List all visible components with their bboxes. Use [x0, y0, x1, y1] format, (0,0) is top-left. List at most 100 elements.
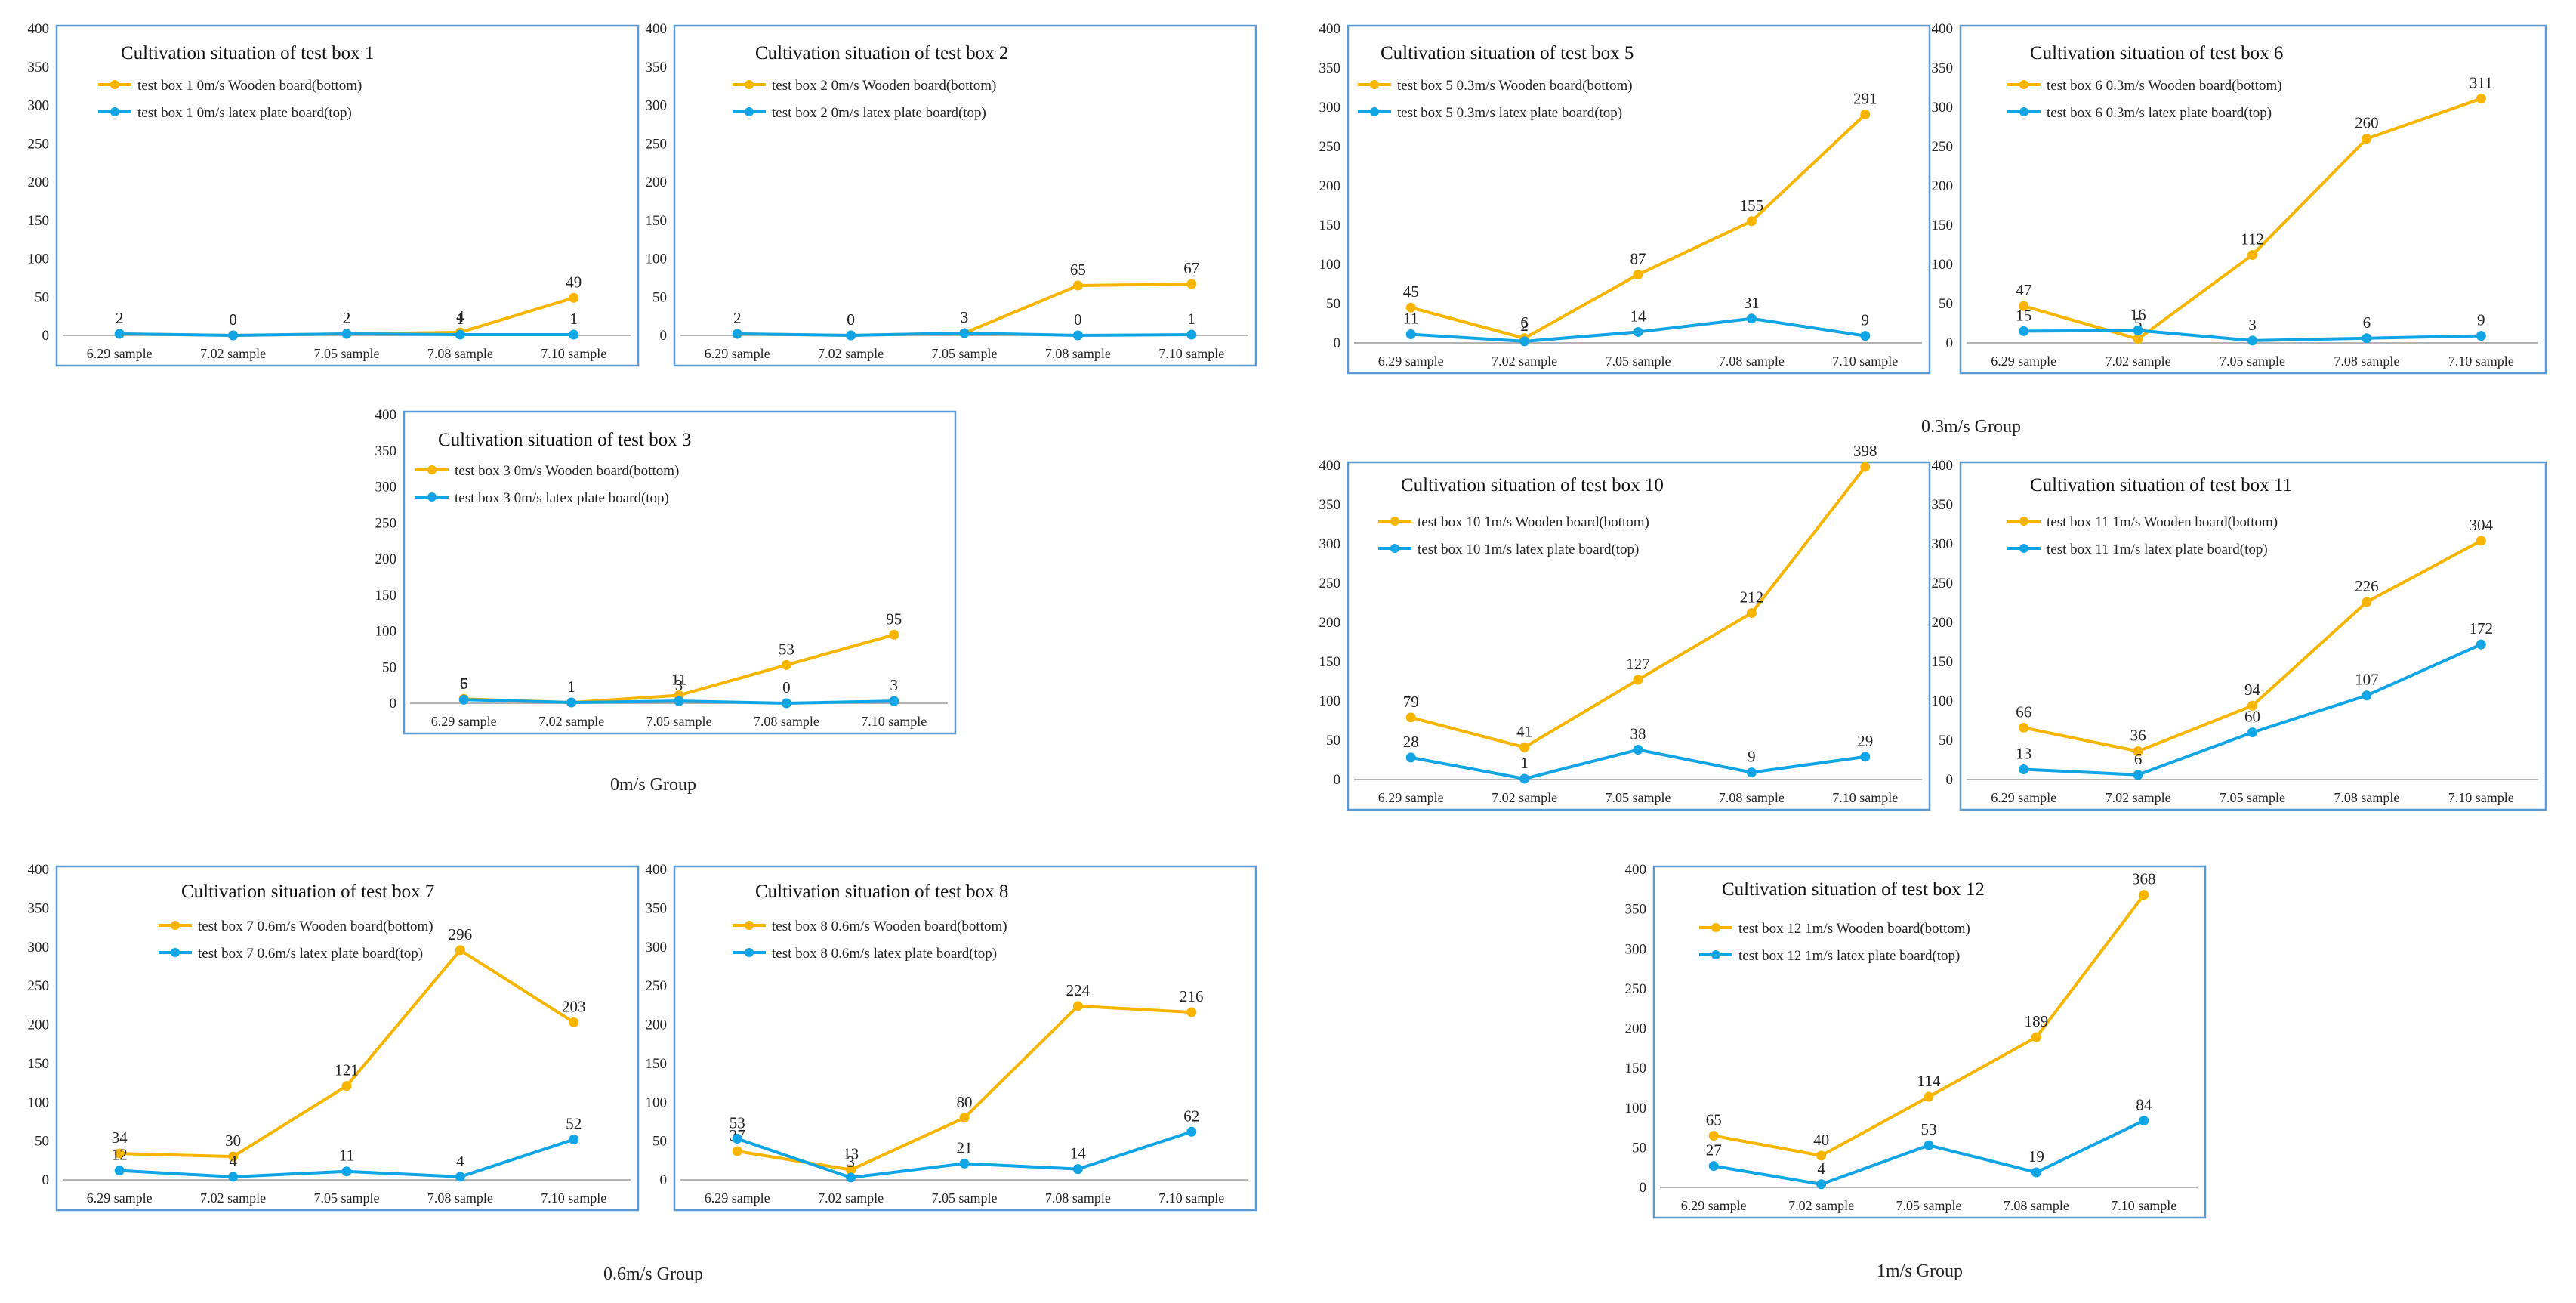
data-point: [674, 696, 684, 706]
x-tick-label: 7.05 sample: [314, 1190, 380, 1206]
y-tick-label: 50: [652, 289, 667, 305]
legend-entry: test box 2 0m/s latex plate board(top): [772, 105, 986, 121]
data-label: 2: [733, 309, 742, 327]
y-tick-label: 0: [660, 328, 668, 344]
legend-entry: test box 1 0m/s latex plate board(top): [137, 105, 352, 121]
data-label: 3: [847, 1153, 855, 1171]
data-point: [781, 659, 791, 670]
data-point: [1405, 329, 1416, 340]
data-point: [569, 292, 579, 303]
data-label: 53: [730, 1114, 745, 1132]
y-tick-label: 50: [1939, 733, 1953, 749]
y-tick-label: 100: [28, 252, 50, 267]
data-label: 19: [2028, 1147, 2044, 1166]
x-tick-label: 7.08 sample: [1719, 354, 1785, 369]
x-tick-label: 7.08 sample: [427, 346, 493, 361]
data-point: [114, 1148, 125, 1159]
y-tick-label: 350: [646, 60, 668, 76]
x-tick-label: 6.29 sample: [1378, 790, 1444, 805]
data-point: [455, 1172, 465, 1182]
x-tick-label: 7.02 sample: [200, 1190, 266, 1206]
x-tick-label: 7.10 sample: [1832, 790, 1898, 805]
y-tick-label: 400: [375, 407, 397, 423]
y-tick-label: 300: [1319, 100, 1341, 116]
data-point: [1746, 313, 1757, 324]
legend-entry: test box 3 0m/s Wooden board(bottom): [455, 463, 679, 479]
data-label: 1: [1188, 310, 1196, 328]
data-label: 13: [2016, 744, 2031, 762]
legend-entry: test box 5 0.3m/s latex plate board(top): [1397, 105, 1622, 121]
y-tick-label: 150: [1319, 654, 1341, 670]
data-label: 29: [1857, 732, 1873, 750]
data-point: [889, 629, 899, 640]
legend-entry: test box 6 0.3m/s Wooden board(bottom): [2047, 78, 2282, 94]
data-point: [1860, 331, 1871, 341]
x-tick-label: 7.10 sample: [541, 346, 606, 361]
data-label: 41: [1516, 722, 1532, 740]
data-point: [1072, 280, 1083, 291]
data-point: [1860, 462, 1871, 472]
x-tick-label: 7.02 sample: [818, 346, 884, 361]
chart-panel: 0 50 100 150 200 250 300 350 400 6.29 sample 7.02 …: [1932, 21, 2547, 375]
data-label: 2: [116, 309, 124, 327]
data-point: [569, 1017, 579, 1027]
y-tick-label: 150: [28, 1056, 50, 1072]
y-tick-label: 300: [1319, 536, 1341, 552]
x-tick-label: 7.02 sample: [1492, 790, 1557, 805]
chart-title: Cultivation situation of test box 12: [1722, 879, 1985, 900]
group-label-0ms: 0m/s Group: [610, 775, 696, 795]
legend-entry: test box 7 0.6m/s Wooden board(bottom): [198, 919, 433, 934]
data-label: 3: [890, 676, 899, 694]
data-label: 0: [229, 310, 237, 329]
y-tick-label: 0: [1640, 1180, 1647, 1196]
data-label: 311: [2470, 74, 2493, 92]
data-point: [458, 694, 469, 705]
x-tick-label: 7.05 sample: [2220, 790, 2285, 805]
data-point: [1519, 773, 1530, 784]
legend-marker: [427, 465, 437, 474]
chart-title: Cultivation situation of test box 6: [2030, 43, 2283, 63]
chart-title: Cultivation situation of test box 1: [121, 43, 374, 63]
y-tick-label: 300: [646, 98, 668, 114]
data-label: 53: [1921, 1120, 1937, 1138]
data-label: 2: [1520, 316, 1529, 335]
data-point: [1405, 712, 1416, 723]
y-tick-label: 350: [1319, 60, 1341, 76]
data-point: [455, 329, 465, 340]
y-tick-label: 250: [646, 978, 668, 994]
y-tick-label: 200: [1319, 178, 1341, 194]
data-label: 84: [2136, 1096, 2152, 1114]
y-tick-label: 250: [28, 136, 50, 152]
data-label: 0: [847, 310, 855, 329]
data-point: [1816, 1179, 1827, 1190]
chart-frame: [403, 410, 957, 735]
y-tick-label: 0: [1946, 335, 1954, 351]
data-label: 15: [2016, 306, 2031, 324]
data-label: 60: [2244, 708, 2260, 726]
y-tick-label: 150: [28, 213, 50, 229]
data-label: 21: [957, 1138, 973, 1156]
y-tick-label: 300: [28, 98, 50, 114]
x-tick-label: 7.02 sample: [818, 1190, 884, 1206]
data-label: 87: [1630, 250, 1646, 268]
data-point: [1860, 109, 1871, 119]
data-label: 47: [2016, 281, 2031, 299]
y-tick-label: 250: [1319, 576, 1341, 591]
data-label: 0: [847, 310, 855, 329]
data-label: 16: [2130, 305, 2146, 323]
y-tick-label: 400: [1625, 862, 1647, 878]
group-label-1ms: 1m/s Group: [1877, 1261, 1963, 1281]
legend-entry: test box 10 1m/s latex plate board(top): [1418, 542, 1639, 557]
y-tick-label: 0: [42, 328, 50, 344]
data-point: [228, 1151, 239, 1162]
chart-panel: 0 50 100 150 200 250 300 350 400 6.29 sample 7.02 …: [1932, 458, 2547, 811]
x-tick-label: 7.05 sample: [1606, 354, 1671, 369]
data-label: 4: [229, 1152, 237, 1170]
legend-marker: [427, 492, 437, 502]
legend-marker: [1370, 80, 1379, 89]
legend-entry: test box 1 0m/s Wooden board(bottom): [137, 78, 362, 94]
data-label: 304: [2470, 516, 2494, 534]
y-tick-label: 300: [375, 480, 397, 496]
